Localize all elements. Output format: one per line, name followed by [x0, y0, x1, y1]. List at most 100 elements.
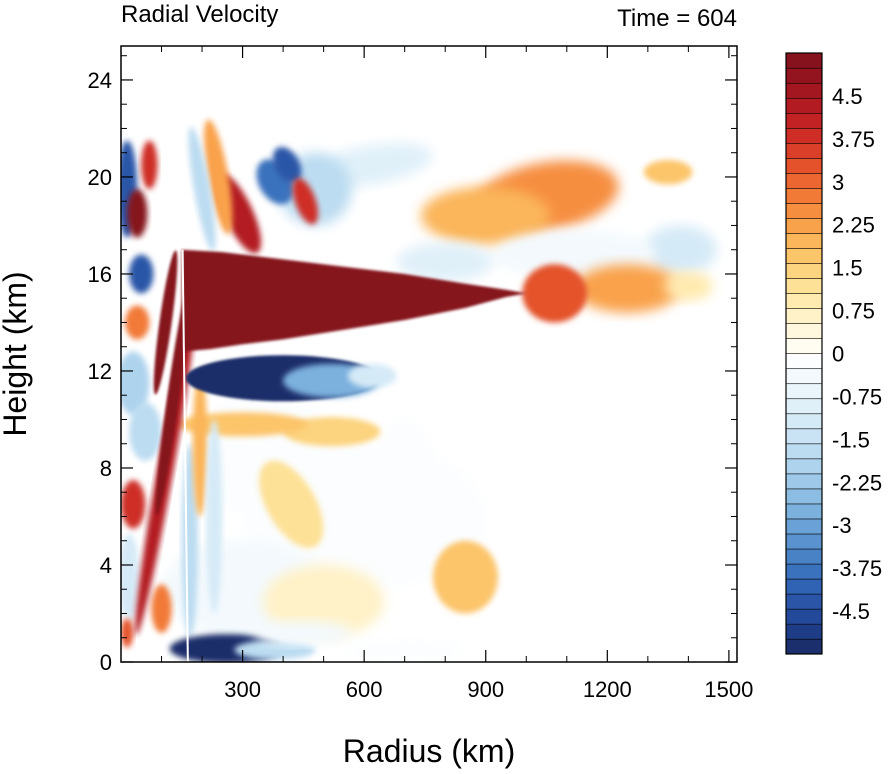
- x-tick-label: 1500: [704, 677, 753, 702]
- colorbar-swatch: [785, 202, 823, 219]
- colorbar-swatch: [785, 398, 823, 415]
- field-blob: [522, 264, 588, 323]
- field-blob: [204, 119, 233, 235]
- plot-frame: [120, 45, 738, 663]
- field-blob: [272, 146, 302, 183]
- field-blob: [347, 363, 397, 388]
- field-blob: [420, 186, 551, 245]
- velocity-field: [121, 119, 717, 662]
- field-blob: [151, 584, 172, 633]
- eyewall-line: [181, 249, 189, 662]
- field-blob: [141, 140, 158, 190]
- field-blob: [254, 620, 352, 646]
- colorbar-swatch: [785, 67, 823, 84]
- y-tick-label: 24: [88, 68, 112, 93]
- colorbar-swatch: [785, 278, 823, 294]
- colorbar-swatch: [785, 458, 823, 475]
- chart-subtitle: Time = 604: [617, 5, 737, 32]
- y-tick-label: 8: [100, 456, 112, 481]
- x-tick-label: 600: [346, 677, 383, 702]
- colorbar-swatch: [785, 82, 823, 99]
- colorbar-swatch: [785, 157, 823, 174]
- colorbar-swatch: [785, 413, 823, 430]
- colorbar-swatch: [785, 608, 823, 625]
- x-tick-label: 300: [224, 677, 261, 702]
- colorbar-swatch: [785, 233, 823, 249]
- y-tick-label: 16: [88, 262, 112, 287]
- colorbar-tick-label: 2.25: [832, 213, 875, 238]
- colorbar-tick-label: -3.75: [832, 556, 882, 581]
- colorbar-tick-label: 0: [832, 342, 844, 367]
- colorbar-swatch: [785, 563, 823, 580]
- colorbar-tick-label: -3: [832, 513, 852, 538]
- y-axis: 0 4 8 12 16 20 24: [88, 55, 737, 675]
- colorbar-swatch: [785, 443, 823, 460]
- outflow-jet: [181, 249, 527, 352]
- colorbar-swatch: [785, 187, 823, 204]
- field-blob: [121, 351, 150, 415]
- colorbar-swatch: [785, 263, 823, 279]
- colorbar-swatch: [785, 248, 823, 264]
- colorbar-swatch: [785, 638, 823, 655]
- colorbar-tick-label: -2.25: [832, 470, 882, 495]
- y-tick-label: 20: [88, 165, 112, 190]
- colorbar-swatch: [785, 593, 823, 610]
- field-blob: [127, 189, 148, 238]
- y-axis-label: Height (km): [0, 271, 33, 436]
- colorbar-swatch: [785, 323, 823, 339]
- y-tick-label: 0: [100, 650, 112, 675]
- colorbar-swatch: [785, 623, 823, 640]
- colorbar-swatch: [785, 383, 823, 400]
- field-blob: [129, 254, 154, 294]
- colorbar-swatch: [785, 142, 823, 159]
- colorbar-tick-label: 3.75: [832, 127, 875, 152]
- chart-title: Radial Velocity: [121, 1, 278, 28]
- colorbar-swatch: [785, 127, 823, 144]
- y-tick-label: 4: [100, 553, 112, 578]
- colorbar-swatch: [785, 428, 823, 445]
- colorbar-swatch: [785, 217, 823, 234]
- colorbar-swatch: [785, 488, 823, 505]
- field-blob: [259, 460, 324, 549]
- field-blob: [292, 178, 319, 225]
- colorbar-swatch: [785, 338, 823, 355]
- field-blob: [192, 370, 208, 517]
- colorbar-tick-label: -4.5: [832, 599, 870, 624]
- field-blob: [234, 640, 316, 660]
- field-blob: [574, 264, 681, 313]
- field-blob: [129, 402, 162, 461]
- colorbar-swatch: [785, 353, 823, 370]
- colorbar-swatch: [785, 97, 823, 114]
- field-blob: [372, 419, 438, 565]
- field-blob: [121, 533, 140, 621]
- colorbar-swatch: [785, 368, 823, 385]
- x-tick-label: 900: [467, 677, 504, 702]
- field-blob: [177, 412, 308, 437]
- colorbar-swatch: [785, 503, 823, 520]
- field-blob: [121, 618, 134, 648]
- colorbar: -4.5 -3.75 -3 -2.25 -1.5 -0.75 0 0.75 1.5 2.25 3 3.…: [785, 52, 882, 655]
- colorbar-tick-label: -0.75: [832, 384, 882, 409]
- colorbar-swatch: [785, 518, 823, 535]
- field-blob: [121, 480, 146, 529]
- colorbar-tick-label: 0.75: [832, 299, 875, 324]
- field-blob: [643, 159, 693, 185]
- x-tick-label: 1200: [583, 677, 632, 702]
- colorbar-tick-label: 3: [832, 170, 844, 195]
- field-blob: [262, 564, 385, 638]
- field-blob: [188, 126, 216, 252]
- colorbar-frame: [785, 52, 823, 655]
- colorbar-tick-label: 4.5: [832, 84, 863, 109]
- field-blob: [153, 250, 178, 395]
- colorbar-swatch: [785, 548, 823, 565]
- colorbar-swatch: [785, 52, 823, 69]
- field-blob: [396, 242, 494, 282]
- colorbar-swatch: [785, 473, 823, 490]
- colorbar-swatch: [785, 308, 823, 324]
- colorbar-swatch: [785, 172, 823, 189]
- field-blob: [206, 419, 223, 614]
- field-blob: [343, 640, 466, 660]
- field-blob: [433, 540, 498, 614]
- x-axis: 300 600 900 1200 1500: [161, 46, 753, 702]
